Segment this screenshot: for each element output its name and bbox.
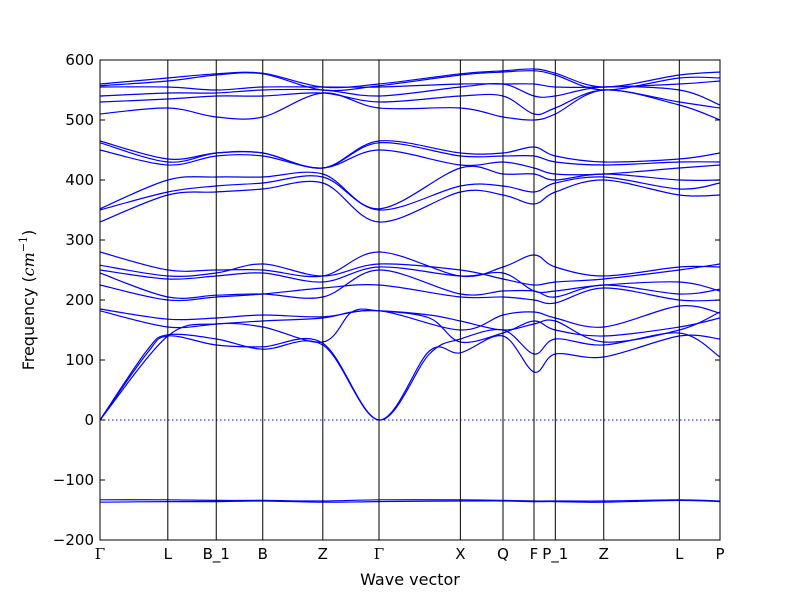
x-tick-label: B_1 — [203, 545, 230, 564]
y-axis-label-unit: cm — [19, 252, 38, 276]
y-axis-label-prefix: Frequency ( — [19, 276, 38, 370]
x-tick-label: Z — [318, 545, 328, 563]
x-tick-label: Γ — [95, 545, 105, 563]
x-tick-label: L — [164, 545, 173, 563]
y-tick-label: 200 — [65, 291, 94, 309]
y-axis-ticks: −200 −100 0 100 200 300 400 500 600 — [53, 51, 720, 549]
high-symmetry-lines — [99, 60, 721, 540]
y-tick-label: −200 — [53, 531, 94, 549]
y-tick-label: −100 — [53, 471, 94, 489]
y-tick-label: 400 — [65, 171, 94, 189]
x-axis-ticks: Γ L B_1 B Z Γ X Q F P_1 Z L P — [95, 545, 725, 564]
x-tick-label: Γ — [374, 545, 384, 563]
y-axis-label: Frequency (cm−1) — [17, 230, 38, 371]
x-tick-label: B — [258, 545, 268, 563]
branch-line-6 — [100, 310, 720, 343]
x-tick-label: X — [455, 545, 465, 563]
y-axis-label-suffix: ) — [19, 230, 38, 236]
y-tick-label: 500 — [65, 111, 94, 129]
y-tick-label: 600 — [65, 51, 94, 69]
x-tick-label: L — [675, 545, 684, 563]
y-tick-label: 0 — [84, 411, 94, 429]
branch-line-4 — [100, 333, 720, 421]
y-tick-label: 300 — [65, 231, 94, 249]
y-tick-label: 100 — [65, 351, 94, 369]
x-tick-label: Z — [599, 545, 609, 563]
x-axis-label: Wave vector — [360, 570, 460, 589]
x-tick-label: F — [530, 545, 539, 563]
branch-line-3 — [100, 328, 720, 421]
x-tick-label: P_1 — [542, 545, 568, 564]
x-tick-label: Q — [497, 545, 509, 563]
y-axis-label-exponent: −1 — [17, 236, 30, 252]
x-tick-label: P — [715, 545, 724, 563]
